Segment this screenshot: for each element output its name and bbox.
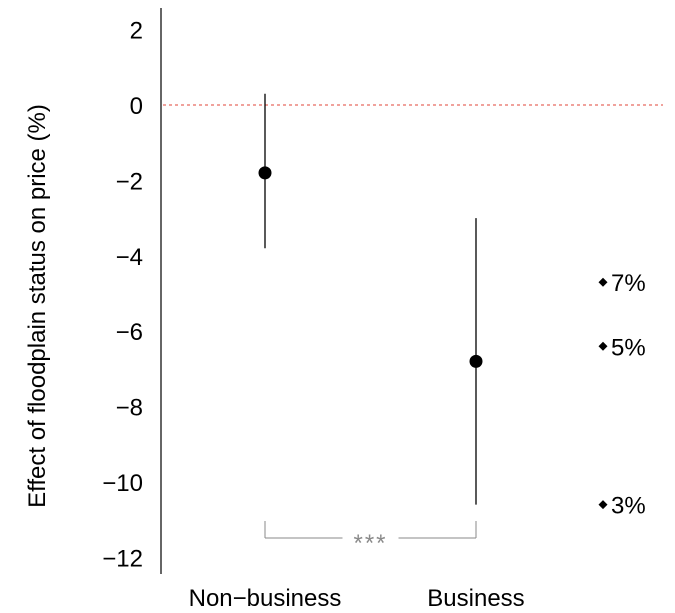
- diamond-marker: [598, 500, 608, 510]
- point-estimate: [258, 166, 272, 180]
- annotation-label: 3%: [611, 493, 646, 520]
- y-tick-label: 2: [130, 18, 143, 45]
- diamond-marker: [598, 341, 608, 351]
- y-tick-label: −6: [116, 319, 143, 346]
- y-tick-label: −8: [116, 395, 143, 422]
- y-tick-label: −10: [102, 470, 143, 497]
- x-tick-label: Business: [427, 585, 524, 612]
- y-tick-label: −12: [102, 545, 143, 572]
- y-tick-label: 0: [130, 93, 143, 120]
- x-tick-labels: Non−business Business: [189, 585, 525, 612]
- significance-bracket: ***: [264, 521, 477, 557]
- x-tick-label: Non−business: [189, 585, 342, 612]
- annotation-label: 7%: [611, 270, 646, 297]
- percent-annotations: 7% 5% 3%: [598, 270, 646, 520]
- y-tick-labels: 2 0 −2 −4 −6 −8 −10 −12: [102, 18, 143, 573]
- point-estimate: [469, 354, 483, 368]
- significance-label: ***: [353, 530, 387, 557]
- y-tick-label: −2: [116, 168, 143, 195]
- y-tick-label: −4: [116, 244, 143, 271]
- annotation-label: 5%: [611, 334, 646, 361]
- estimate-marks: [258, 93, 483, 505]
- diamond-marker: [598, 277, 608, 287]
- y-axis-title: Effect of floodplain status on price (%): [24, 104, 51, 508]
